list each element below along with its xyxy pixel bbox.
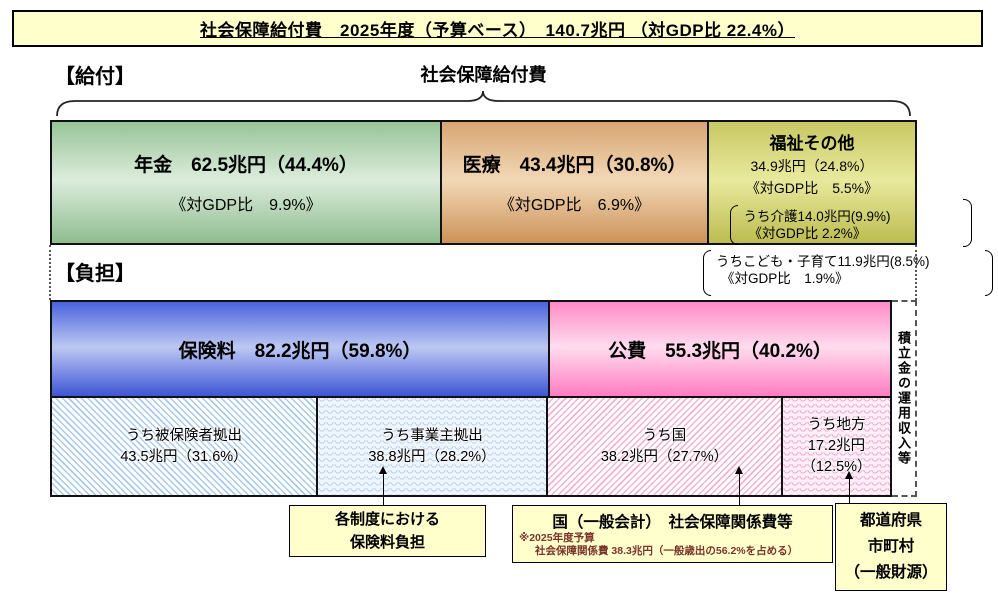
- insurance-amount: 保険料 82.2兆円（59.8%）: [178, 340, 422, 362]
- pension-segment: 年金 62.5兆円（44.4%） 《対GDP比 9.9%》: [52, 122, 442, 243]
- medical-segment: 医療 43.4兆円（30.8%） 《対GDP比 6.9%》: [442, 122, 709, 243]
- local-amount: 17.2兆円: [807, 438, 866, 454]
- local-note-line3: （一般財源）: [844, 564, 938, 581]
- medical-amount: 医療 43.4兆円（30.8%）: [462, 155, 687, 176]
- kodomo-amount: うちこども・子育て11.9兆円(8.5%): [716, 254, 930, 269]
- arrow-up-icon: [379, 466, 387, 474]
- local-share-segment: うち地方 17.2兆円 （12.5%）: [783, 398, 890, 495]
- national-budget-note-box: 国（一般会計） 社会保障関係費等 ※2025年度予算 社会保障関係費 38.3兆…: [512, 505, 833, 563]
- welfare-gdp: 《対GDP比 5.5%》: [745, 180, 879, 196]
- connector-line: [383, 473, 384, 505]
- public-funds-segment: 公費 55.3兆円（40.2%）: [550, 302, 890, 396]
- bracket-right-icon: [963, 199, 972, 247]
- brace-icon: [55, 90, 912, 118]
- national-note-detail: 社会保障関係費 38.3兆円（一般歳出の56.2%を占める）: [535, 545, 799, 557]
- national-share-segment: うち国 38.2兆円（27.7%）: [548, 398, 783, 495]
- reserve-fund-label: 積立金の運用収入等: [896, 331, 911, 466]
- medical-gdp: 《対GDP比 6.9%》: [498, 197, 651, 214]
- burden-bar: 保険料 82.2兆円（59.8%） 公費 55.3兆円（40.2%） うち被保険…: [50, 300, 892, 497]
- kaigo-note: うち介護14.0兆円(9.9%) 《対GDP比 2.2%》: [730, 205, 893, 245]
- local-percent: （12.5%）: [801, 459, 872, 475]
- national-amount: 38.2兆円（27.7%）: [600, 448, 729, 465]
- reserve-fund-column: 積立金の運用収入等: [892, 300, 917, 497]
- connector-line: [849, 478, 850, 504]
- premium-note-line1: 各制度における: [334, 511, 440, 528]
- benefits-header: 社会保障給付費: [420, 65, 547, 85]
- kodomo-note: うちこども・子育て11.9兆円(8.5%) 《対GDP比 1.9%》: [703, 250, 993, 296]
- arrow-up-icon: [845, 471, 853, 479]
- burden-section-label: 【負担】: [55, 263, 135, 285]
- welfare-title: 福祉その他: [769, 134, 855, 153]
- bracket-left-icon: [730, 205, 739, 245]
- bracket-left-icon: [703, 250, 711, 296]
- dotted-connector-left: [49, 245, 51, 300]
- connector-line: [739, 473, 740, 505]
- local-note-line1: 都道府県: [859, 512, 922, 529]
- benefits-section-label: 【給付】: [55, 66, 135, 88]
- pension-gdp: 《対GDP比 9.9%》: [170, 197, 322, 214]
- kaigo-amount: うち介護14.0兆円(9.9%): [743, 209, 891, 224]
- benefits-bar: 年金 62.5兆円（44.4%） 《対GDP比 9.9%》 医療 43.4兆円（…: [50, 120, 917, 245]
- welfare-segment: 福祉その他 34.9兆円（24.8%） 《対GDP比 5.5%》 うち介護14.…: [709, 122, 915, 245]
- premium-burden-note-box: 各制度における 保険料負担: [289, 505, 486, 557]
- insured-amount: 43.5兆円（31.6%）: [120, 448, 248, 465]
- insurance-segment: 保険料 82.2兆円（59.8%）: [52, 302, 550, 396]
- bracket-right-icon: [985, 250, 993, 296]
- local-label: うち地方: [807, 417, 866, 433]
- public-funds-amount: 公費 55.3兆円（40.2%）: [608, 340, 832, 362]
- welfare-amount: 34.9兆円（24.8%）: [750, 158, 874, 174]
- dotted-connector-right: [915, 245, 917, 300]
- title-text: 社会保障給付費 2025年度（予算ベース） 140.7兆円 （対GDP比 22.…: [200, 21, 795, 40]
- national-note-budget-year: ※2025年度予算: [519, 532, 595, 544]
- employer-label: うち事業主拠出: [381, 427, 483, 444]
- employer-amount: 38.8兆円（28.2%）: [368, 448, 496, 465]
- national-note-title: 国（一般会計） 社会保障関係費等: [552, 514, 793, 531]
- title-banner: 社会保障給付費 2025年度（予算ベース） 140.7兆円 （対GDP比 22.…: [12, 10, 983, 47]
- insured-contribution-segment: うち被保険者拠出 43.5兆円（31.6%）: [52, 398, 318, 495]
- pension-amount: 年金 62.5兆円（44.4%）: [134, 155, 358, 176]
- employer-contribution-segment: うち事業主拠出 38.8兆円（28.2%）: [318, 398, 548, 495]
- kaigo-gdp: 《対GDP比 2.2%》: [748, 226, 867, 241]
- national-label: うち国: [642, 427, 687, 444]
- local-government-note-box: 都道府県 市町村 （一般財源）: [835, 503, 947, 591]
- insured-label: うち被保険者拠出: [126, 427, 242, 444]
- premium-note-line2: 保険料負担: [349, 534, 425, 551]
- arrow-up-icon: [735, 466, 743, 474]
- kodomo-gdp: 《対GDP比 1.9%》: [721, 271, 849, 286]
- local-note-line2: 市町村: [867, 538, 915, 555]
